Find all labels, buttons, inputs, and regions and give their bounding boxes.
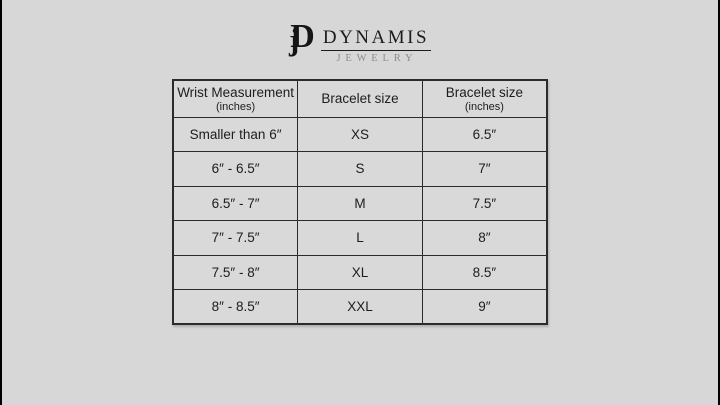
brand-name: DYNAMIS — [320, 28, 432, 51]
cell-size-letter: L — [297, 220, 423, 256]
cell-size-letter: XXL — [297, 289, 423, 325]
brand-logo: j D DYNAMIS JEWELRY — [0, 20, 720, 65]
left-edge-bar — [0, 0, 2, 405]
cell-wrist-range: 8″ - 8.5″ — [172, 289, 299, 325]
brand-wordmark: DYNAMIS JEWELRY — [320, 20, 432, 65]
cell-wrist-range: 7.5″ - 8″ — [172, 254, 299, 290]
jd-monogram-icon: j D — [288, 18, 315, 57]
col-header-bracelet-size: Bracelet size — [297, 79, 423, 118]
cell-size-inches: 9″ — [421, 289, 548, 325]
header-row: Wrist Measurement (inches) Bracelet size… — [172, 79, 548, 118]
table-row: 7″ - 7.5″ L 8″ — [172, 220, 548, 256]
table-row: 7.5″ - 8″ XL 8.5″ — [172, 254, 548, 290]
cell-size-inches: 7.5″ — [421, 185, 548, 221]
col-header-title: Bracelet size — [445, 84, 524, 100]
cell-size-inches: 8.5″ — [421, 254, 548, 290]
right-edge-bar — [718, 0, 720, 405]
col-header-wrist-measurement: Wrist Measurement (inches) — [172, 79, 299, 118]
monogram-j: j — [288, 22, 300, 57]
cell-wrist-range: 6″ - 6.5″ — [172, 151, 299, 187]
col-header-title: Wrist Measurement — [177, 84, 294, 100]
table-row: 6″ - 6.5″ S 7″ — [172, 151, 548, 187]
cell-wrist-range: 6.5″ - 7″ — [172, 185, 299, 221]
col-header-subtitle: (inches) — [216, 100, 256, 113]
table-row: Smaller than 6″ XS 6.5″ — [172, 116, 548, 152]
table-row: 8″ - 8.5″ XXL 9″ — [172, 289, 548, 325]
brand-subtitle: JEWELRY — [336, 53, 418, 64]
col-header-subtitle: (inches) — [464, 100, 504, 113]
cell-size-inches: 6.5″ — [421, 116, 548, 152]
cell-size-letter: M — [297, 185, 423, 221]
cell-wrist-range: Smaller than 6″ — [172, 116, 299, 152]
col-header-title: Bracelet size — [321, 90, 399, 106]
table-row: 6.5″ - 7″ M 7.5″ — [172, 185, 548, 221]
cell-size-inches: 7″ — [421, 151, 548, 187]
cell-wrist-range: 7″ - 7.5″ — [172, 220, 299, 256]
bracelet-size-chart: Wrist Measurement (inches) Bracelet size… — [172, 79, 548, 325]
cell-size-letter: S — [297, 151, 423, 187]
cell-size-letter: XL — [297, 254, 423, 290]
cell-size-inches: 8″ — [421, 220, 548, 256]
col-header-bracelet-size-inches: Bracelet size (inches) — [421, 79, 548, 118]
cell-size-letter: XS — [297, 116, 423, 152]
monogram-d: D — [290, 18, 315, 55]
